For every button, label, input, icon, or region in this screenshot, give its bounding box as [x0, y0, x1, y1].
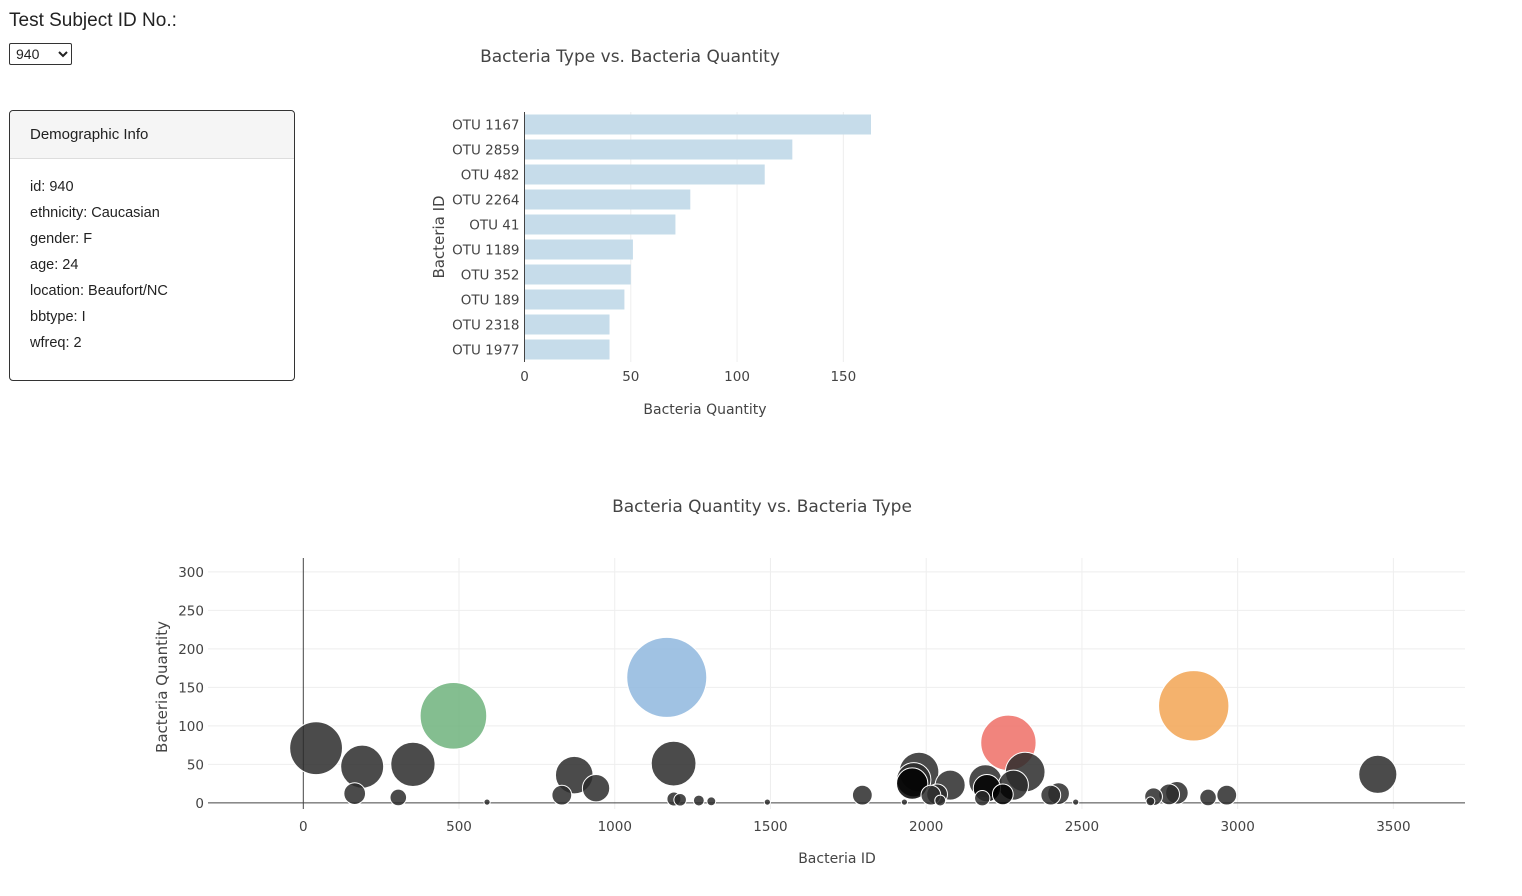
bar-chart-y-axis-title: Bacteria ID	[430, 195, 448, 278]
bar-x-tick-label: 0	[520, 369, 529, 385]
bubble-point	[343, 782, 367, 805]
bubble-point	[1158, 670, 1230, 742]
bubble-x-tick-label: 0	[299, 819, 308, 835]
bar-chart-y-tick-labels: OTU 1167 OTU 2859 OTU 482 OTU 2264 OTU 41 OTU…	[452, 118, 519, 359]
bubble-x-tick-label: 1000	[598, 819, 632, 835]
bubble-point	[851, 784, 873, 806]
demographic-info-panel: Demographic Info id: 940 ethnicity: Cauc…	[9, 110, 295, 381]
bubble-point	[1040, 784, 1062, 806]
bar-y-tick-label: OTU 352	[461, 268, 520, 284]
bubble-y-tick-label: 100	[178, 719, 204, 735]
bar-chart-x-tick-labels: 0 50 100 150	[520, 369, 856, 385]
bubble-chart-points	[289, 636, 1398, 807]
bubble-x-tick-label: 2000	[909, 819, 943, 835]
bar	[524, 264, 631, 285]
bar	[524, 339, 610, 360]
bar-y-tick-label: OTU 482	[461, 168, 520, 184]
bubble-point	[1216, 784, 1238, 806]
bubble-point	[1199, 788, 1217, 807]
bubble-point	[900, 798, 909, 806]
bubble-point	[1358, 754, 1398, 794]
bar-y-tick-label: OTU 41	[469, 218, 519, 234]
bubble-point	[1145, 796, 1156, 807]
demographic-age: age: 24	[30, 257, 79, 273]
demographic-gender: gender: F	[30, 231, 93, 247]
bubble-point	[706, 796, 717, 807]
bar-y-tick-label: OTU 2318	[452, 318, 519, 334]
bar	[524, 189, 691, 210]
bar-y-tick-label: OTU 1167	[452, 118, 519, 134]
bubble-point	[390, 741, 436, 787]
bubble-y-tick-label: 200	[178, 642, 204, 658]
demographic-id: id: 940	[30, 179, 74, 195]
bubble-x-tick-label: 2500	[1065, 819, 1099, 835]
bubble-point	[389, 788, 408, 807]
demographic-info-body: id: 940 ethnicity: Caucasian gender: F a…	[10, 159, 294, 362]
bubble-point	[626, 636, 708, 718]
bar	[524, 114, 871, 135]
bar-y-tick-label: OTU 1189	[452, 243, 519, 259]
bubble-chart-x-axis-title: Bacteria ID	[798, 851, 876, 867]
bar	[524, 214, 676, 235]
bubble-point	[974, 790, 991, 807]
bar	[524, 314, 610, 335]
bubble-chart-title: Bacteria Quantity vs. Bacteria Type	[612, 497, 912, 517]
demographic-ethnicity: ethnicity: Caucasian	[30, 205, 160, 221]
bubble-y-tick-label: 150	[178, 680, 204, 696]
bubble-point	[673, 792, 687, 807]
bubble-x-tick-label: 3500	[1376, 819, 1410, 835]
bar-y-tick-label: OTU 2859	[452, 143, 519, 159]
bubble-point	[1072, 798, 1080, 806]
demographic-bbtype: bbtype: I	[30, 309, 86, 325]
bubble-x-tick-label: 1500	[753, 819, 787, 835]
bubble-x-tick-label: 500	[446, 819, 472, 835]
bar	[524, 139, 793, 160]
bar-chart: Bacteria Type vs. Bacteria Quantity OTU …	[430, 47, 871, 418]
bubble-chart-x-tick-labels: 0 500 1000 1500 2000 2500 3000 3500	[299, 819, 1411, 835]
bubble-point	[692, 794, 705, 807]
bar-y-tick-label: OTU 2264	[452, 193, 519, 209]
demographic-wfreq: wfreq: 2	[30, 335, 82, 351]
bar	[524, 289, 625, 310]
bar-chart-bars	[524, 114, 871, 360]
bar	[524, 239, 633, 260]
bar-x-tick-label: 50	[622, 369, 639, 385]
bubble-point	[934, 794, 947, 807]
bar-y-tick-label: OTU 189	[461, 293, 520, 309]
bar-x-tick-label: 100	[724, 369, 750, 385]
bubble-point	[650, 740, 697, 787]
bubble-y-tick-label: 50	[187, 757, 204, 773]
bar-y-tick-label: OTU 1977	[452, 343, 519, 359]
bubble-chart-y-axis-title: Bacteria Quantity	[153, 621, 171, 753]
bubble-point	[340, 744, 385, 789]
bubble-chart: Bacteria Quantity vs. Bacteria Type 0 500…	[153, 497, 1465, 867]
test-subject-select[interactable]: 940	[9, 43, 72, 65]
bubble-point	[483, 798, 491, 806]
bubble-point	[991, 783, 1014, 806]
bubble-point	[419, 682, 488, 750]
demographic-info-heading: Demographic Info	[10, 111, 294, 159]
bar	[524, 164, 765, 185]
bar-chart-title: Bacteria Type vs. Bacteria Quantity	[480, 47, 780, 67]
bar-chart-x-axis-title: Bacteria Quantity	[643, 402, 766, 418]
bubble-x-tick-label: 3000	[1220, 819, 1254, 835]
bubble-y-tick-label: 0	[195, 796, 204, 812]
bar-x-tick-label: 150	[830, 369, 856, 385]
demographic-location: location: Beaufort/NC	[30, 283, 168, 299]
bubble-point	[551, 784, 573, 806]
bubble-point	[581, 774, 611, 803]
test-subject-label: Test Subject ID No.:	[9, 10, 177, 31]
bubble-y-tick-label: 250	[178, 603, 204, 619]
bubble-point	[289, 721, 343, 776]
bubble-point	[896, 767, 929, 800]
bubble-chart-y-tick-labels: 0 50 100 150 200 250 300	[178, 565, 204, 812]
bubble-y-tick-label: 300	[178, 565, 204, 581]
bubble-point	[763, 798, 771, 806]
